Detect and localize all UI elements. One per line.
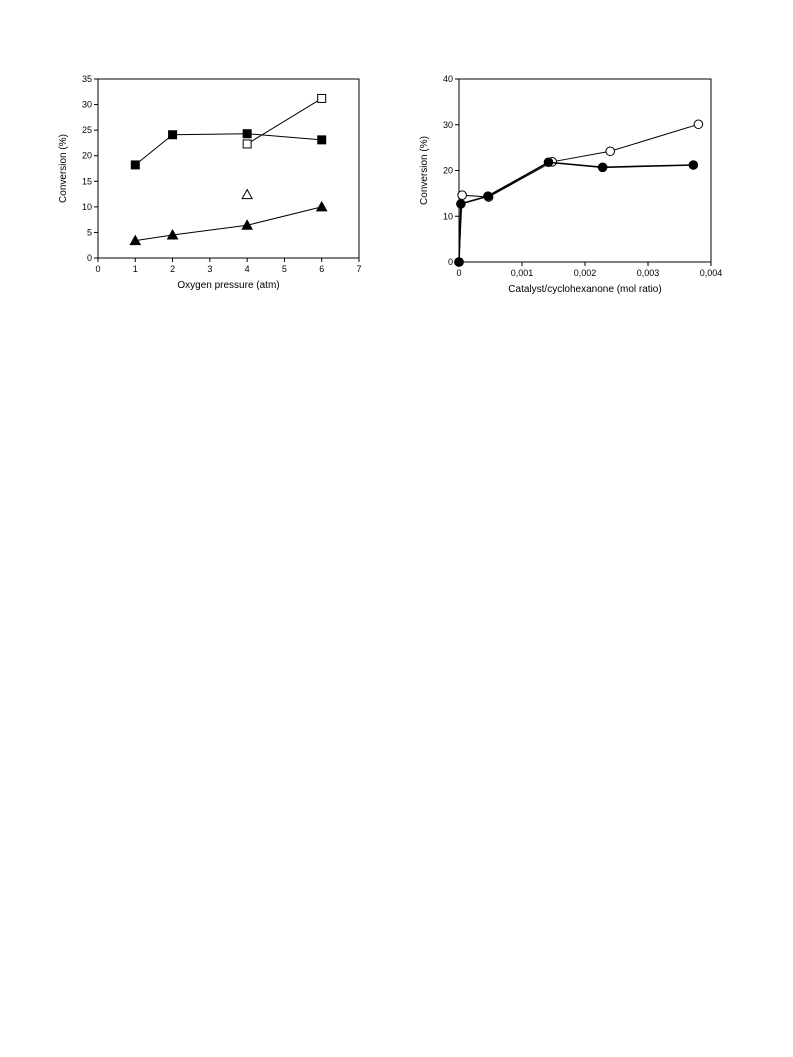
- chart1-x-tick-label: 3: [207, 264, 212, 274]
- chart1-series-0-point: [242, 129, 252, 139]
- chart1-series-2-line: [135, 206, 322, 242]
- chart2-x-axis-title: Catalyst/cyclohexanone (mol ratio): [508, 284, 661, 295]
- chart2-y-tick-label: 20: [443, 166, 453, 176]
- chart2-y-tick-label: 40: [443, 74, 453, 84]
- chart1-series-2-point: [166, 228, 179, 240]
- chart1-series-0-point: [130, 160, 140, 170]
- chart1-y-tick-label: 15: [82, 176, 92, 186]
- chart1-x-axis-title: Oxygen pressure (atm): [177, 280, 279, 291]
- chart1-x-tick-label: 1: [133, 264, 138, 274]
- chart1-x-tick-label: 6: [319, 264, 324, 274]
- chart2-y-axis-title: Conversion (%): [419, 136, 430, 205]
- chart1-y-tick-label: 5: [87, 227, 92, 237]
- chart1-series-0-point: [168, 130, 178, 140]
- chart1-y-tick-label: 20: [82, 151, 92, 161]
- chart2-series-1-point: [483, 191, 493, 201]
- chart1-series-0-line: [134, 133, 322, 166]
- chart-catalyst-ratio-svg: 0 0,001 0,002 0,003 0,004 0 10 20 30 40 Catalyst/c…: [419, 74, 723, 295]
- chart1-series-2-point: [129, 234, 142, 246]
- chart1-y-tick-label: 35: [82, 74, 92, 84]
- chart2-y-tick-label: 0: [448, 257, 453, 267]
- chart1-series-1-line: [246, 98, 322, 145]
- chart1-plot-frame: [97, 78, 360, 259]
- chart1-series-3-point: [241, 188, 253, 200]
- chart2-series-1-point: [543, 157, 554, 168]
- chart1-series-0-point: [317, 135, 327, 145]
- chart2-y-tick-label: 30: [443, 120, 453, 130]
- chart1-x-tick-label: 4: [245, 264, 250, 274]
- chart2-series-1-point: [454, 257, 464, 267]
- chart2-plot-frame: [458, 78, 712, 263]
- chart-oxygen-pressure: 0 1 2 3 4 5 6 7 0 5 10 15 20 25 30 35 Oxygen pressure (a…: [0, 0, 400, 300]
- chart2-series-1-line: [458, 161, 694, 263]
- chart2-x-tick-label: 0,004: [700, 268, 723, 278]
- chart1-y-axis-title: Conversion (%): [58, 134, 69, 203]
- chart2-y-tick-label: 10: [443, 211, 453, 221]
- chart1-series-1-point: [242, 139, 252, 149]
- chart1-x-tick-label: 0: [95, 264, 100, 274]
- chart2-x-tick-label: 0,002: [574, 268, 597, 278]
- chart-catalyst-ratio: 0 0,001 0,002 0,003 0,004 0 10 20 30 40 Catalyst/c…: [0, 0, 793, 300]
- chart1-series-1-point: [317, 93, 327, 103]
- chart2-series-1-point: [688, 160, 699, 170]
- chart2-series-0-point: [605, 146, 616, 157]
- chart1-y-tick-label: 30: [82, 100, 92, 110]
- chart-oxygen-pressure-svg: 0 1 2 3 4 5 6 7 0 5 10 15 20 25 30 35 Oxygen pressure (a…: [58, 74, 362, 291]
- chart2-series-0-point: [693, 119, 704, 130]
- chart1-x-tick-label: 5: [282, 264, 287, 274]
- chart2-series-0-point: [457, 190, 467, 201]
- chart1-series-2-point: [241, 219, 253, 230]
- chart2-x-tick-label: 0: [456, 268, 461, 278]
- chart1-x-tick-label: 7: [356, 264, 361, 274]
- chart2-x-tick-label: 0,001: [511, 268, 534, 278]
- chart1-y-tick-label: 25: [82, 125, 92, 135]
- chart2-x-tick-label: 0,003: [637, 268, 660, 278]
- chart1-y-tick-label: 0: [87, 253, 92, 263]
- chart1-y-tick-label: 10: [82, 202, 92, 212]
- chart2-series-1-point: [597, 162, 608, 173]
- chart1-series-2-point: [315, 200, 328, 212]
- chart1-x-tick-label: 2: [170, 264, 175, 274]
- chart2-series-1-point: [456, 199, 466, 209]
